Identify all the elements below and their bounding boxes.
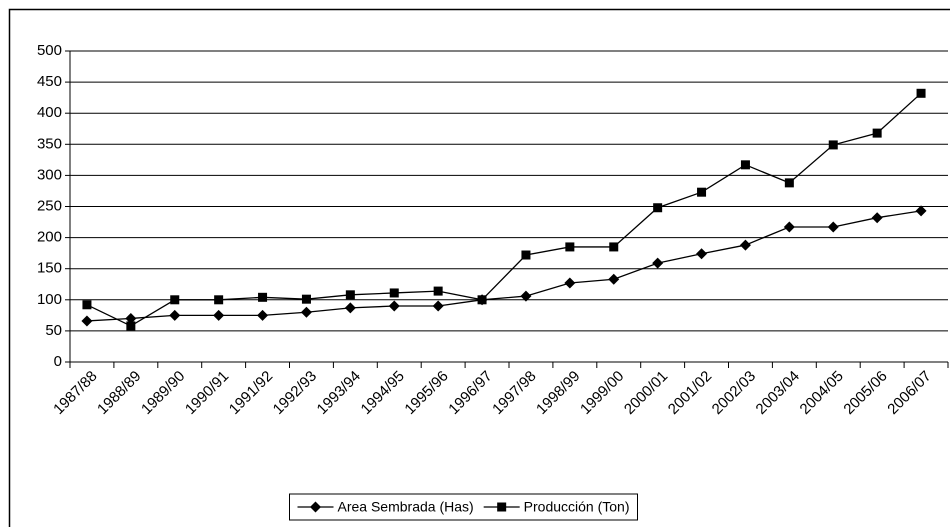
y-tick-label: 100 [37,291,62,308]
marker-square [916,88,926,98]
marker-diamond [652,257,664,269]
marker-diamond [169,309,181,321]
y-tick-label: 50 [45,322,62,339]
marker-square [433,286,443,296]
marker-square [258,292,268,302]
marker-square [653,203,663,213]
marker-square [389,288,399,298]
marker-diamond [608,273,620,285]
marker-diamond [915,205,927,217]
marker-diamond [432,300,444,312]
marker-square [477,295,487,305]
marker-diamond [310,501,321,513]
legend: Area Sembrada (Has) Producción (Ton) [289,493,638,521]
y-tick-label: 0 [54,353,62,370]
series-line [86,210,922,322]
marker-square [565,242,575,252]
marker-square [214,295,224,305]
marker-square [872,128,882,138]
marker-square [497,502,507,512]
marker-square [170,295,180,305]
marker-diamond [739,239,751,251]
marker-diamond [520,290,532,302]
marker-diamond [257,309,269,321]
marker-diamond [871,212,883,224]
y-tick-label: 400 [37,104,62,121]
y-tick-label: 350 [37,135,62,152]
marker-diamond [125,312,137,324]
marker-square [784,178,794,188]
y-tick-label: 150 [37,260,62,277]
marker-square [697,187,707,197]
marker-square [301,294,311,304]
y-tick-label: 300 [37,166,62,183]
series-line [86,92,922,327]
marker-square [828,140,838,150]
y-tick-label: 250 [37,197,62,214]
legend-item: Area Sembrada (Has) [297,499,474,515]
marker-square [345,290,355,300]
marker-square [126,321,136,331]
marker-diamond [564,277,576,289]
legend-label: Producción (Ton) [524,499,630,515]
marker-diamond [827,221,839,233]
marker-diamond [81,315,93,327]
marker-diamond [300,306,312,318]
legend-label: Area Sembrada (Has) [338,499,474,515]
marker-diamond [213,309,225,321]
marker-square [740,160,750,170]
y-tick-label: 500 [37,42,62,59]
marker-square [521,250,531,260]
legend-item: Producción (Ton) [483,499,630,515]
marker-diamond [783,221,795,233]
marker-diamond [344,302,356,314]
marker-square [82,300,92,310]
marker-diamond [388,300,400,312]
y-tick-label: 200 [37,229,62,246]
y-tick-label: 450 [37,73,62,90]
legend-box [289,493,638,521]
marker-diamond [696,248,708,260]
marker-square [609,242,619,252]
